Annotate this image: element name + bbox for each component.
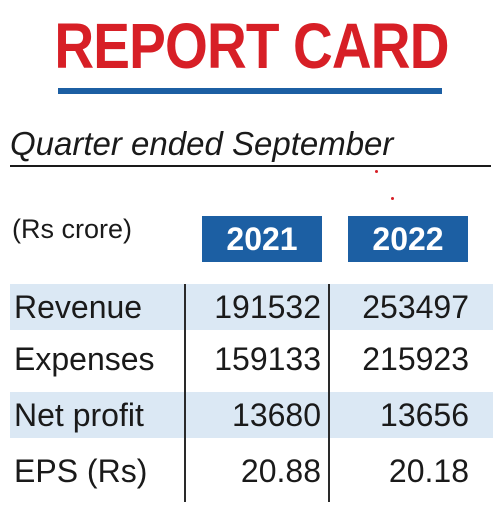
subtitle: Quarter ended September [10, 125, 394, 162]
value-2021: 20.88 [240, 453, 321, 489]
decorative-dot [375, 170, 378, 173]
value-2021: 13680 [232, 397, 321, 433]
units-label: (Rs crore) [12, 214, 132, 244]
report-title: REPORT CARD [54, 10, 449, 82]
row-label: Revenue [14, 289, 143, 325]
value-2021: 159133 [214, 341, 321, 377]
row-label: EPS (Rs) [14, 453, 148, 489]
table-row-net-profit: Net profit 13680 13656 [10, 392, 493, 438]
value-2022: 13656 [380, 397, 469, 433]
value-2021: 191532 [214, 289, 321, 325]
title-underline [58, 88, 442, 94]
row-label: Expenses [14, 341, 155, 377]
subtitle-underline [10, 165, 491, 167]
table-row-revenue: Revenue 191532 253497 [10, 284, 493, 330]
value-2022: 215923 [362, 341, 469, 377]
year-header-2021: 2021 [202, 216, 322, 262]
value-2022: 20.18 [388, 453, 469, 489]
decorative-dot [391, 197, 394, 200]
value-2022: 253497 [362, 289, 469, 325]
row-label: Net profit [14, 397, 144, 433]
column-divider [328, 284, 330, 502]
column-divider [184, 284, 186, 502]
table-row-expenses: Expenses 159133 215923 [10, 336, 493, 382]
table-row-eps: EPS (Rs) 20.88 20.18 [10, 448, 493, 494]
year-header-2022: 2022 [348, 216, 468, 262]
